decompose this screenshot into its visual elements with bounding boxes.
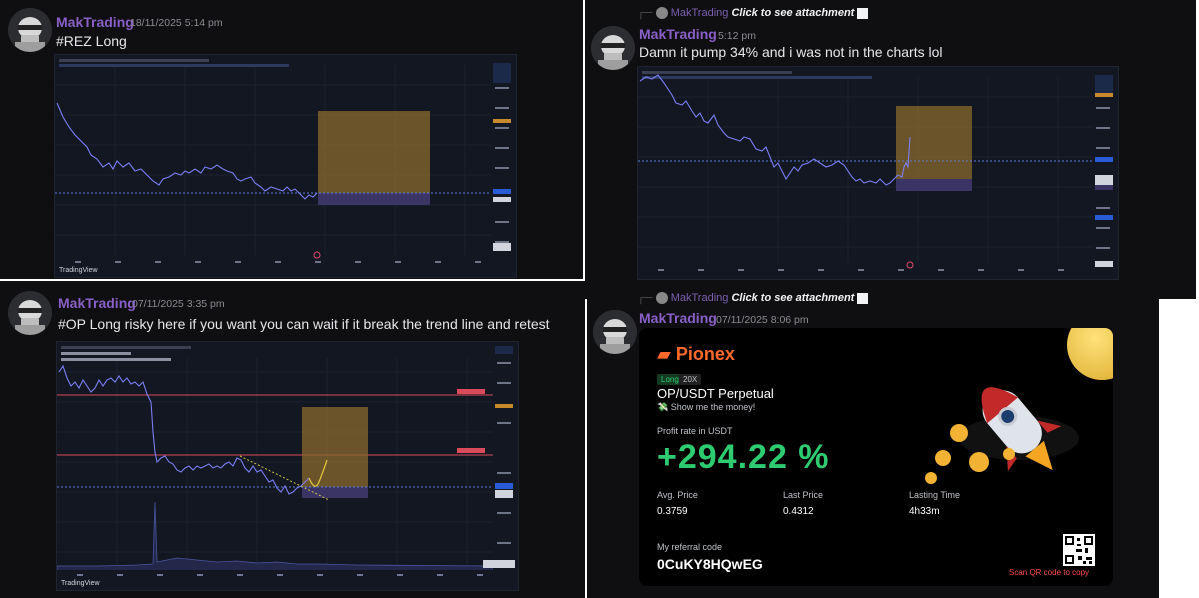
lasting-time-value: 4h33m	[909, 506, 940, 517]
reply-username: MakTrading	[670, 292, 729, 304]
reply-preview[interactable]: ┌─ MakTrading Click to see attachment	[637, 7, 869, 20]
message-panel-rez: MakTrading 18/11/2025 5:14 pm #REZ Long	[0, 0, 583, 279]
pair-name: OP/USDT Perpetual	[657, 386, 774, 401]
message-text: #REZ Long	[56, 33, 127, 49]
scan-qr-text: Scan QR code to copy	[1009, 568, 1090, 577]
price-line	[639, 74, 911, 186]
timestamp: 5:12 pm	[718, 30, 756, 42]
timestamp: 07/11/2025 3:35 pm	[132, 298, 225, 310]
lasting-time-label: Lasting Time	[909, 490, 961, 500]
profit-label: Profit rate in USDT	[657, 426, 733, 436]
qr-code-icon[interactable]	[1063, 534, 1095, 566]
stop-zone	[302, 487, 368, 498]
price-line	[58, 364, 310, 495]
avatar-icon	[8, 291, 52, 335]
avatar[interactable]	[593, 310, 637, 354]
target-zone	[318, 111, 430, 193]
pionex-mark-icon: ▰	[657, 344, 676, 364]
last-price-value: 0.4312	[783, 506, 814, 517]
chart-attachment-rez-update[interactable]	[637, 66, 1119, 280]
referral-code[interactable]: 0CuKY8HQwEG	[657, 556, 763, 572]
message-panel-rez-reply: ┌─ MakTrading Click to see attachment Ma…	[585, 0, 1196, 299]
price-line	[56, 102, 318, 200]
reply-attachment-link[interactable]: Click to see attachment	[731, 292, 855, 304]
message-panel-op: MakTrading 07/11/2025 3:35 pm #OP Long r…	[0, 281, 585, 598]
rocket-icon	[925, 387, 1079, 484]
referral-label: My referral code	[657, 542, 723, 552]
image-icon	[857, 292, 869, 304]
chart-attachment-op[interactable]: TradingView	[56, 341, 519, 591]
username[interactable]: MakTrading	[58, 295, 136, 311]
reply-connector: ┌─	[637, 7, 653, 19]
message-panel-op-reply: ┌─ MakTrading Click to see attachment Ma…	[587, 288, 1159, 598]
avatar[interactable]	[591, 26, 635, 70]
pionex-pnl-card[interactable]: ▰ Pionex Long 20X OP/USDT Perpetual 💸 Sh…	[639, 328, 1113, 586]
last-price-label: Last Price	[783, 490, 824, 500]
stop-zone	[896, 179, 972, 191]
profit-value: +294.22 %	[657, 438, 830, 476]
projected-path	[308, 459, 328, 487]
avatar[interactable]	[8, 8, 52, 52]
avatar-icon	[8, 8, 52, 52]
tradingview-logo: TradingView	[59, 267, 98, 274]
avg-price-value: 0.3759	[657, 506, 688, 517]
target-zone	[896, 106, 972, 179]
reply-connector: ┌─	[637, 292, 653, 304]
reply-preview[interactable]: ┌─ MakTrading Click to see attachment	[637, 292, 869, 305]
avg-price-label: Avg. Price	[657, 490, 698, 500]
side-badge: Long	[657, 374, 683, 385]
reply-avatar-icon	[655, 292, 668, 305]
pionex-logo: ▰ Pionex	[657, 344, 735, 364]
money-icon: 💸	[657, 402, 671, 412]
reply-username: MakTrading	[670, 7, 729, 19]
target-zone	[302, 407, 368, 487]
tagline: 💸 Show me the money!	[657, 402, 756, 412]
username[interactable]: MakTrading	[56, 14, 134, 30]
avatar-icon	[591, 26, 635, 70]
message-text: Damn it pump 34% and i was not in the ch…	[639, 44, 943, 60]
chart-attachment-rez[interactable]: TradingView	[54, 54, 517, 278]
image-icon	[857, 7, 869, 19]
username[interactable]: MakTrading	[639, 26, 717, 42]
trend-line	[239, 455, 330, 501]
timestamp: 18/11/2025 5:14 pm	[130, 17, 223, 29]
avatar-icon	[593, 310, 637, 354]
username[interactable]: MakTrading	[639, 310, 717, 326]
avatar[interactable]	[8, 291, 52, 335]
tradingview-logo: TradingView	[61, 580, 100, 587]
timestamp: 07/11/2025 8:06 pm	[716, 314, 809, 326]
stop-zone	[318, 193, 430, 205]
reply-avatar-icon	[655, 7, 668, 20]
reply-attachment-link[interactable]: Click to see attachment	[731, 7, 855, 19]
message-text: #OP Long risky here if you want you can …	[58, 316, 550, 332]
leverage-badge: 20X	[679, 374, 702, 385]
